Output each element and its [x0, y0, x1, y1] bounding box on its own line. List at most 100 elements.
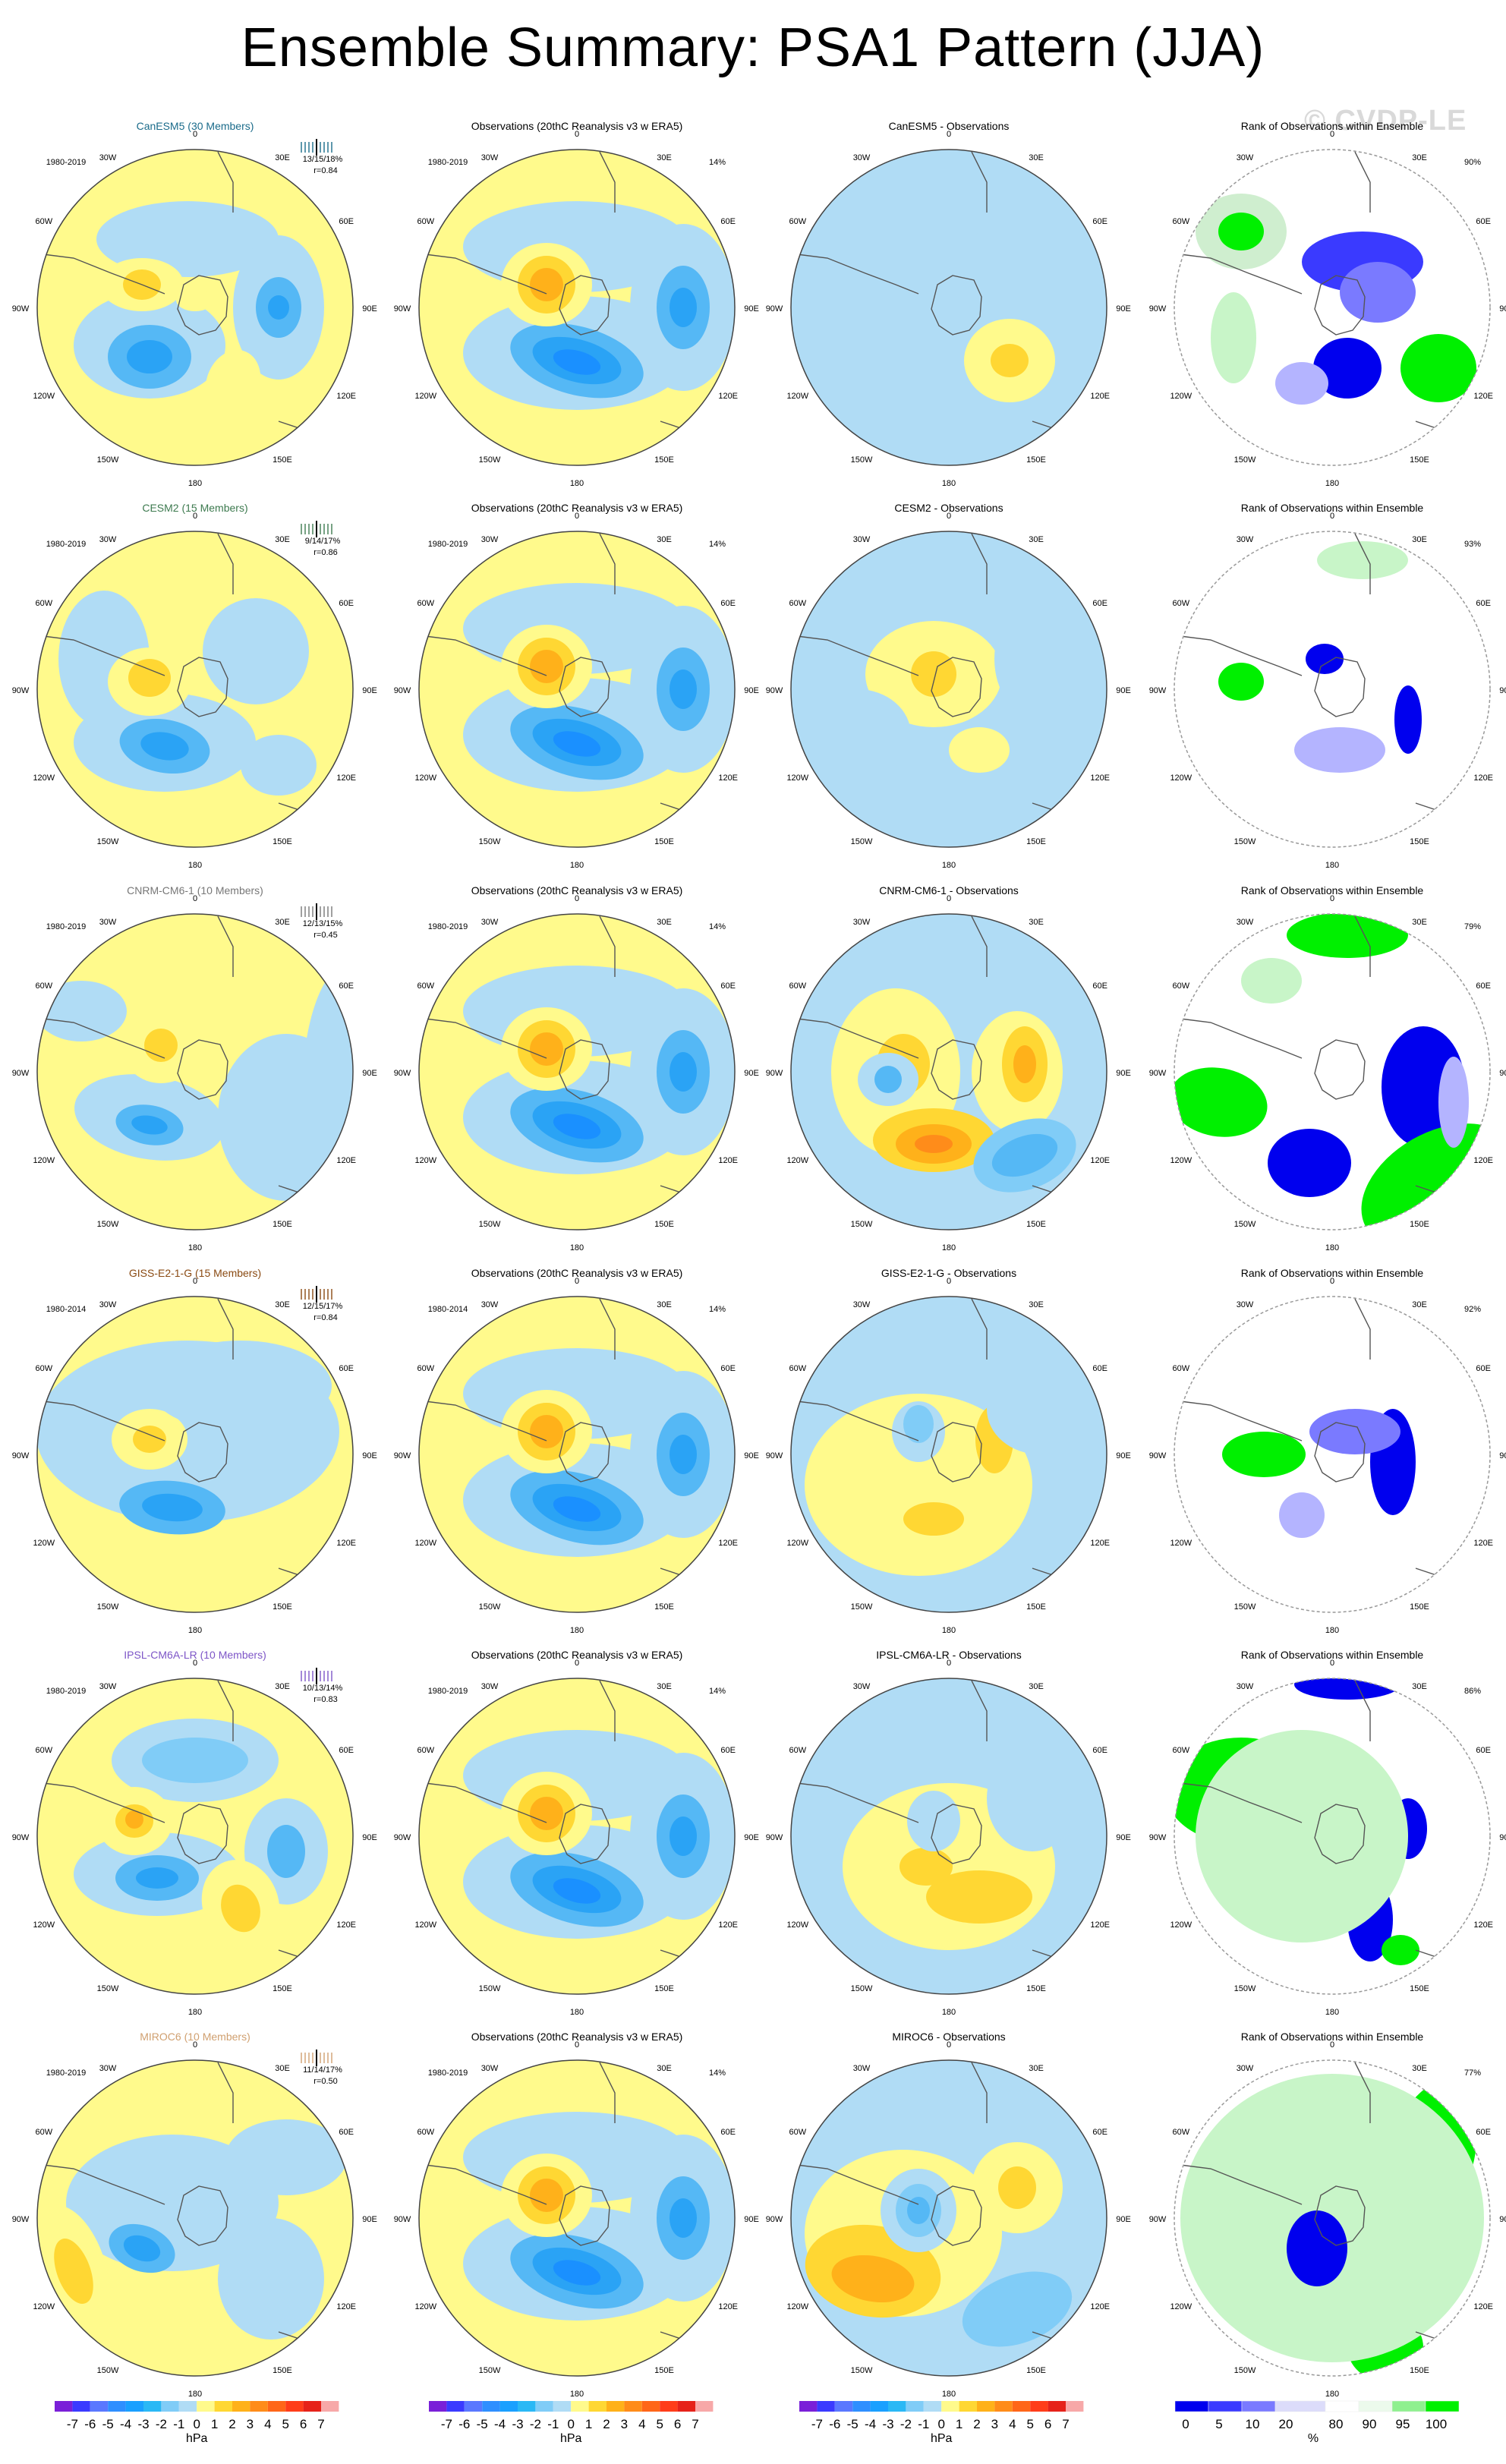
ensemble-spread-ticks [301, 903, 332, 920]
colorbar-unit: hPa [186, 2432, 208, 2445]
colorbar-swatch [232, 2401, 250, 2412]
contour-region [530, 1415, 563, 1448]
contour-region [1013, 1045, 1036, 1083]
map-background [1174, 1297, 1490, 1612]
rank-pct: 77% [1464, 2069, 1481, 2078]
colorbar-swatch [1425, 2400, 1460, 2412]
colorbar-swatch [250, 2401, 268, 2412]
longitude-label: 180 [1325, 2390, 1339, 2399]
longitude-label: 120W [1170, 1156, 1192, 1165]
longitude-label: 150E [1026, 1220, 1046, 1229]
contour-region [1340, 262, 1416, 323]
longitude-label: 0 [193, 130, 197, 139]
contour-region [37, 981, 127, 1041]
map-field [791, 1297, 1107, 1612]
colorbar-swatch [464, 2401, 483, 2412]
colorbar-swatch [1325, 2400, 1359, 2412]
longitude-label: 120W [786, 1920, 808, 1930]
contour-region [1400, 334, 1476, 402]
colorbar-tick-label: -5 [477, 2417, 488, 2431]
antarctica-coastline [931, 1422, 982, 1482]
longitude-label: 120W [33, 774, 55, 783]
longitude-label: 60W [789, 217, 807, 226]
colorbar-tick-label: 0 [937, 2417, 944, 2431]
obs-pct: 14% [709, 158, 726, 167]
colorbar-tick-label: 0 [193, 2417, 200, 2431]
longitude-label: 60E [720, 982, 736, 991]
longitude-label: 60E [1476, 599, 1491, 608]
longitude-label: 0 [193, 1277, 197, 1286]
longitude-label: 30W [1237, 1300, 1254, 1309]
longitude-label: 60W [36, 1364, 53, 1373]
longitude-label: 180 [1325, 2008, 1339, 2017]
antarctica-coastline [559, 1039, 610, 1100]
colorbar-swatch [285, 2401, 304, 2412]
longitude-label: 180 [942, 479, 956, 488]
colorbar-tick-label: -2 [156, 2417, 167, 2431]
longitude-label: 150W [851, 1984, 873, 1993]
contour-region [926, 1870, 1032, 1924]
rank-pct: 92% [1464, 1305, 1481, 1314]
contour-region [964, 216, 1085, 307]
africa-coastline [599, 1298, 616, 1360]
colorbar-swatch [624, 2401, 642, 2412]
longitude-label: 120E [1090, 1920, 1110, 1930]
colorbar-swatch [482, 2401, 500, 2412]
rank-title: Rank of Observations within Ensemble [1241, 1267, 1424, 1279]
south-america-coastline [424, 1401, 547, 1442]
longitude-label: 60W [417, 1364, 435, 1373]
longitude-label: 0 [1330, 512, 1334, 521]
ensemble-spread-ticks [301, 2050, 332, 2066]
colorbar-swatch [197, 2401, 215, 2412]
antarctica-coastline [931, 1039, 982, 1100]
longitude-label: 90E [362, 1069, 377, 1078]
longitude-label: 150W [97, 1220, 119, 1229]
ensemble-spread-ticks [301, 1286, 332, 1303]
longitude-label: 30E [1029, 918, 1044, 927]
longitude-label: 120W [786, 1539, 808, 1548]
colorbar-model: -7 -6 -5 -4 -3 -2 -1 0 1 2 3 4 5 6 7 hPa [55, 2401, 339, 2445]
longitude-label: 150W [479, 455, 501, 465]
contour-region [911, 651, 956, 697]
longitude-label: 120E [336, 1539, 356, 1548]
longitude-label: 60W [1173, 982, 1190, 991]
contour-region [907, 1791, 960, 1851]
longitude-label: 120W [1170, 2302, 1192, 2311]
south-america-coastline [43, 635, 165, 676]
longitude-label: 0 [193, 512, 197, 521]
longitude-label: 150W [479, 1220, 501, 1229]
contour-region [221, 1884, 260, 1933]
map-field [37, 531, 353, 847]
longitude-label: 90E [362, 2215, 377, 2224]
africa-coastline [1354, 1680, 1371, 1741]
longitude-label: 90E [1116, 1451, 1131, 1460]
colorbar-tick-label: 1 [956, 2417, 963, 2431]
longitude-label: 90W [1149, 2215, 1167, 2224]
africa-coastline [1354, 2062, 1371, 2123]
colorbar-tick-label: 1 [211, 2417, 218, 2431]
longitude-label: 120E [336, 2302, 356, 2311]
longitude-label: 90W [1149, 686, 1167, 695]
colorbar-tick-label: -1 [547, 2417, 559, 2431]
longitude-label: 150E [654, 1602, 674, 1612]
colorbar-unit: hPa [560, 2432, 582, 2445]
map-field [791, 150, 1107, 465]
africa-coastline [217, 915, 234, 977]
longitude-label: 150W [97, 2366, 119, 2375]
model-period: 1980-2014 [46, 1305, 87, 1314]
obs-period: 1980-2019 [428, 158, 468, 167]
longitude-label: 30E [275, 1682, 290, 1691]
longitude-label: 150W [479, 1602, 501, 1612]
contour-region [1394, 685, 1422, 754]
model-title: IPSL-CM6A-LR (10 Members) [124, 1649, 266, 1661]
antarctica-coastline [1314, 1039, 1366, 1100]
longitude-label: 90W [12, 1069, 30, 1078]
longitude-label: 120E [718, 392, 738, 401]
model-pattern-correlation: r=0.83 [313, 1695, 338, 1704]
panel-rank-5: 0 30E 60E 90E 120E 150E 180 150W 120W 90W 60W 30W Ra… [1149, 1649, 1506, 2017]
longitude-label: 30E [1412, 918, 1427, 927]
longitude-label: 30E [275, 2064, 290, 2073]
longitude-label: 90W [766, 686, 783, 695]
colorbar-swatch [870, 2401, 888, 2412]
longitude-label: 0 [575, 1659, 579, 1668]
